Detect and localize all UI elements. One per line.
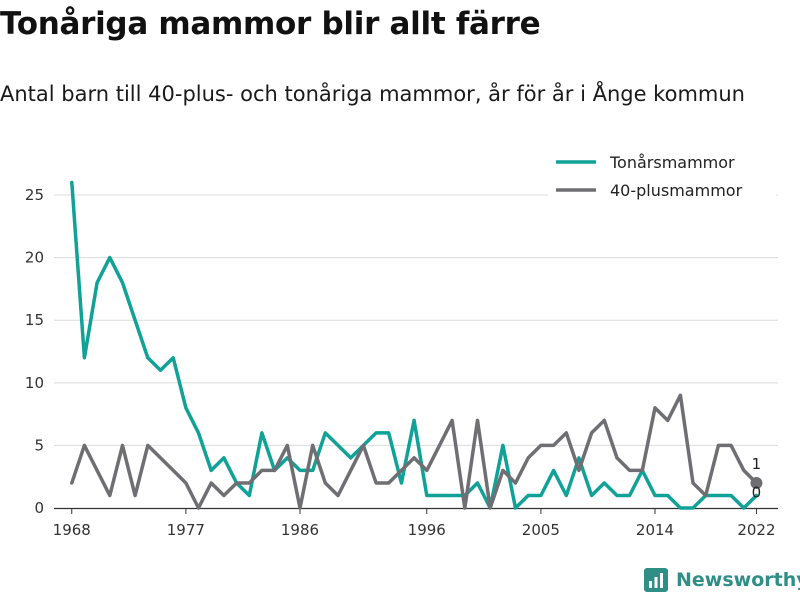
x-axis: 1968 1977 1986 1996 2005 2014 2022 bbox=[53, 507, 778, 539]
x-tick-label: 2022 bbox=[737, 521, 775, 539]
chart-subtitle: Antal barn till 40-plus- och tonåriga ma… bbox=[0, 82, 745, 106]
series-line-fortiplusmammor bbox=[70, 393, 759, 510]
end-point-marker bbox=[750, 476, 763, 489]
series-lines bbox=[70, 180, 759, 510]
y-tick-label: 5 bbox=[34, 436, 44, 454]
gridlines bbox=[54, 194, 778, 446]
end-value-label: 0 bbox=[752, 483, 762, 501]
newsworthy-logo-icon bbox=[644, 568, 668, 592]
end-value-label: 1 bbox=[752, 455, 762, 473]
legend: Tonårsmammor 40-plusmammor bbox=[548, 146, 776, 204]
end-markers: 10 bbox=[750, 455, 763, 501]
x-tick-label: 1977 bbox=[167, 521, 205, 539]
legend-label: 40-plusmammor bbox=[610, 181, 743, 200]
brand-logo: Newsworthy bbox=[644, 568, 800, 592]
y-tick-label: 25 bbox=[25, 186, 44, 204]
x-tick-label: 2005 bbox=[522, 521, 560, 539]
y-tick-label: 20 bbox=[25, 249, 44, 267]
brand-name: Newsworthy bbox=[676, 569, 800, 591]
legend-label: Tonårsmammor bbox=[609, 153, 735, 172]
x-tick-label: 2014 bbox=[636, 521, 674, 539]
x-tick-label: 1986 bbox=[281, 521, 319, 539]
y-axis-ticks: 0 5 10 15 20 25 bbox=[25, 186, 44, 517]
x-tick-label: 1996 bbox=[408, 521, 446, 539]
chart-title: Tonåriga mammor blir allt färre bbox=[0, 6, 541, 42]
y-tick-label: 0 bbox=[34, 499, 44, 517]
y-tick-label: 10 bbox=[25, 374, 44, 392]
legend-background bbox=[548, 146, 776, 204]
y-tick-label: 15 bbox=[25, 311, 44, 329]
x-tick-label: 1968 bbox=[53, 521, 91, 539]
